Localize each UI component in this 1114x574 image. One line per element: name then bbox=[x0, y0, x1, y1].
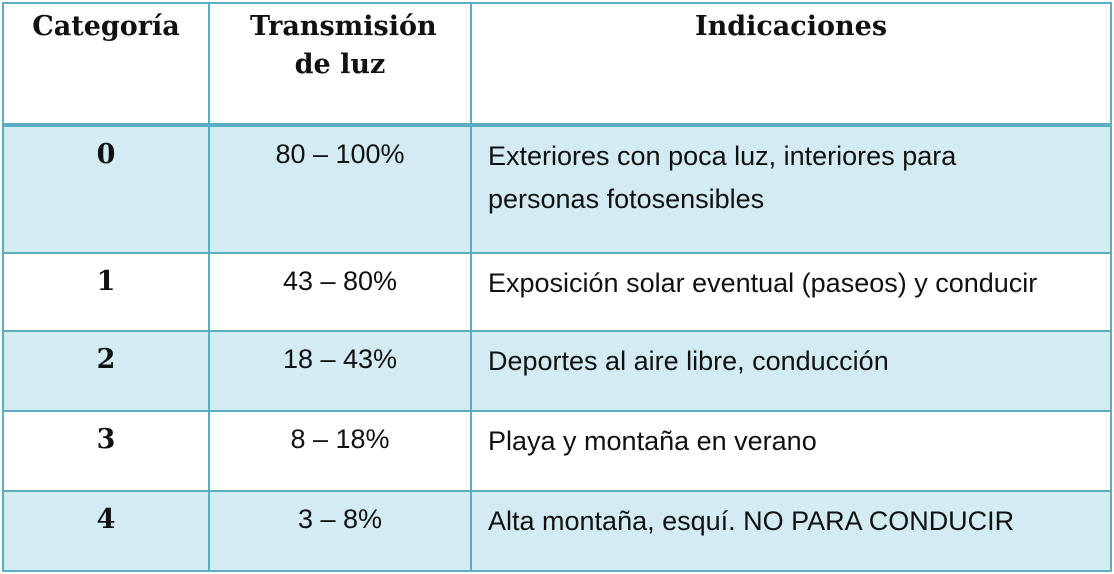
table-row: 1 43 – 80% Exposición solar eventual (pa… bbox=[2, 252, 1112, 332]
table-row: 2 18 – 43% Deportes al aire libre, condu… bbox=[2, 330, 1112, 412]
indications-cell: Playa y montaña en verano bbox=[470, 410, 1112, 492]
indications-cell: Exposición solar eventual (paseos) y con… bbox=[470, 252, 1112, 332]
header-row: Categoría Transmisión de luz Indicacione… bbox=[2, 2, 1112, 127]
header-category: Categoría bbox=[2, 2, 210, 127]
transmission-cell: 43 – 80% bbox=[208, 252, 472, 332]
header-indications: Indicaciones bbox=[470, 2, 1112, 127]
transmission-cell: 3 – 8% bbox=[208, 490, 472, 572]
category-cell: 0 bbox=[2, 124, 210, 254]
table-row: 4 3 – 8% Alta montaña, esquí. NO PARA CO… bbox=[2, 490, 1112, 572]
category-cell: 1 bbox=[2, 252, 210, 332]
transmission-cell: 18 – 43% bbox=[208, 330, 472, 412]
transmission-cell: 80 – 100% bbox=[208, 124, 472, 254]
transmission-cell: 8 – 18% bbox=[208, 410, 472, 492]
indications-cell: Alta montaña, esquí. NO PARA CONDUCIR bbox=[470, 490, 1112, 572]
indications-cell: Exteriores con poca luz, interiores para… bbox=[470, 124, 1112, 254]
header-transmission: Transmisión de luz bbox=[208, 2, 472, 127]
table-row: 3 8 – 18% Playa y montaña en verano bbox=[2, 410, 1112, 492]
table-row: 0 80 – 100% Exteriores con poca luz, int… bbox=[2, 124, 1112, 254]
category-cell: 4 bbox=[2, 490, 210, 572]
indications-cell: Deportes al aire libre, conducción bbox=[470, 330, 1112, 412]
category-cell: 2 bbox=[2, 330, 210, 412]
category-cell: 3 bbox=[2, 410, 210, 492]
